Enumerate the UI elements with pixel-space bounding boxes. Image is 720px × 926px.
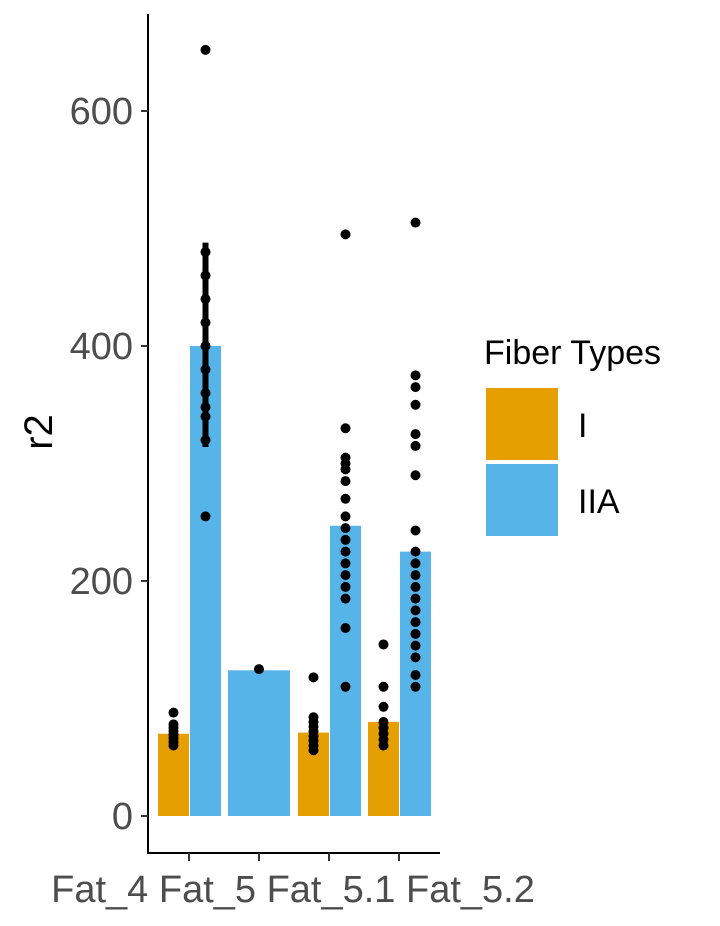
data-point xyxy=(340,534,351,545)
data-point xyxy=(340,229,351,240)
data-point xyxy=(410,570,421,581)
data-point xyxy=(378,701,389,712)
data-point xyxy=(340,511,351,522)
y-tick-label: 0 xyxy=(112,796,133,838)
data-point xyxy=(168,719,179,730)
data-point xyxy=(200,317,211,328)
data-point xyxy=(200,44,211,55)
data-point xyxy=(340,452,351,463)
data-point xyxy=(410,370,421,381)
data-point xyxy=(378,681,389,692)
y-tick-label: 600 xyxy=(70,91,133,133)
data-point xyxy=(340,546,351,557)
data-point xyxy=(200,364,211,375)
data-point xyxy=(340,581,351,592)
data-point xyxy=(200,411,211,422)
data-point xyxy=(340,558,351,569)
data-point xyxy=(340,593,351,604)
legend-title: Fiber Types xyxy=(484,334,661,372)
data-point xyxy=(200,511,211,522)
data-point xyxy=(410,593,421,604)
data-point xyxy=(410,217,421,228)
x-axis-category-labels: Fat_4 Fat_5 Fat_5.1 Fat_5.2 xyxy=(51,869,535,911)
data-point xyxy=(410,546,421,557)
data-point xyxy=(254,664,264,675)
data-point xyxy=(340,423,351,434)
data-point xyxy=(308,672,319,683)
legend-key-iia xyxy=(486,464,558,536)
y-tick-label: 400 xyxy=(70,326,133,368)
data-point xyxy=(410,382,421,393)
data-point xyxy=(410,525,421,536)
data-point xyxy=(200,270,211,281)
data-point xyxy=(340,570,351,581)
data-point xyxy=(410,470,421,481)
data-point xyxy=(200,435,211,445)
legend-label-i: I xyxy=(578,407,587,445)
data-point xyxy=(410,628,421,639)
data-point xyxy=(200,402,211,413)
bar-iia-fat_5 xyxy=(228,670,290,816)
data-point xyxy=(200,294,211,304)
legend-label-iia: IIA xyxy=(578,483,620,521)
data-point xyxy=(410,605,421,616)
data-point xyxy=(308,712,319,723)
data-point xyxy=(410,558,421,569)
data-point xyxy=(200,341,211,351)
data-point xyxy=(340,523,351,534)
data-point xyxy=(168,707,179,718)
y-axis-title: r2 xyxy=(17,414,61,450)
data-point xyxy=(410,440,421,451)
data-point xyxy=(410,670,421,680)
legend-key-i xyxy=(486,388,558,460)
y-tick-label: 200 xyxy=(70,561,133,603)
data-point xyxy=(340,623,351,633)
data-point xyxy=(340,493,351,504)
data-point xyxy=(340,681,351,692)
data-point xyxy=(340,476,351,487)
data-point xyxy=(200,388,211,398)
data-point xyxy=(410,652,421,663)
bar-iia-fat_5-1 xyxy=(330,525,361,816)
data-point xyxy=(410,617,421,628)
data-point xyxy=(378,717,389,727)
data-point xyxy=(410,640,421,651)
data-point xyxy=(378,639,389,650)
data-point xyxy=(410,399,421,410)
data-point xyxy=(200,247,211,257)
data-point xyxy=(410,681,421,692)
data-point xyxy=(410,581,421,592)
data-point xyxy=(410,429,421,440)
